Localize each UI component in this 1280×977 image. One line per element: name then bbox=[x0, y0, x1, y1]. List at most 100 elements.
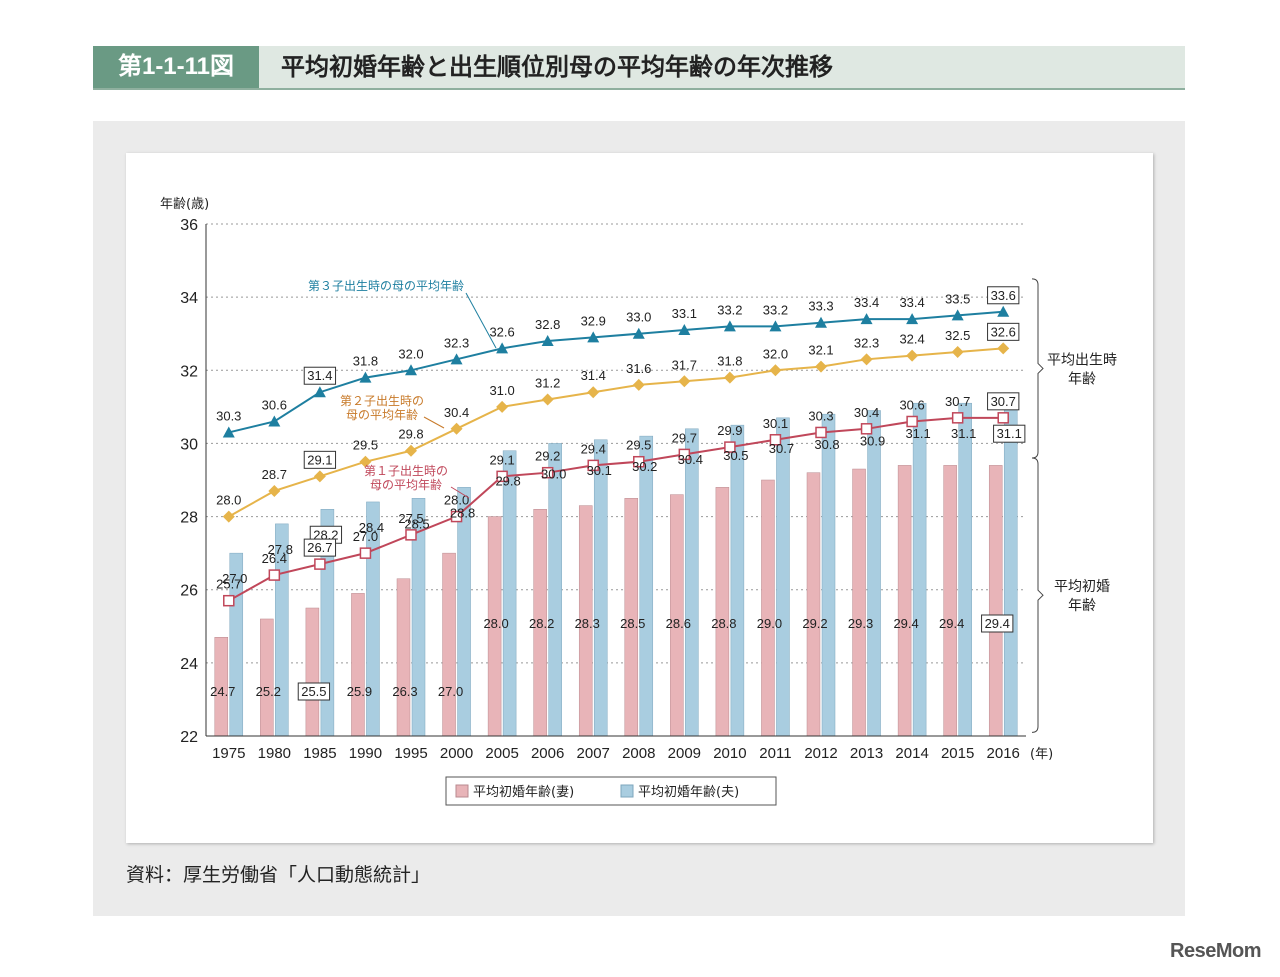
label-line-2: 31.0 bbox=[489, 383, 514, 398]
x-tick-label: 2009 bbox=[668, 745, 701, 762]
label-box bbox=[303, 450, 337, 469]
x-tick-label: 2013 bbox=[850, 745, 883, 762]
annotation-leader bbox=[450, 486, 470, 499]
label-line-1: 29.5 bbox=[626, 438, 651, 453]
label-line-1: 29.9 bbox=[717, 423, 742, 438]
bracket-label: 平均出生時 bbox=[1047, 352, 1117, 368]
bar-husband bbox=[958, 402, 972, 737]
label-line-2: 29.5 bbox=[353, 438, 378, 453]
x-axis-unit: (年) bbox=[1030, 747, 1053, 762]
legend-box bbox=[445, 776, 777, 806]
bar-husband bbox=[821, 413, 836, 737]
label-husband: 29.8 bbox=[495, 474, 520, 489]
bar-husband bbox=[912, 402, 927, 737]
bar-wife bbox=[260, 618, 274, 737]
label-line-1: 29.2 bbox=[535, 449, 560, 464]
label-husband: 28.2 bbox=[313, 527, 338, 542]
x-tick-label: 2010 bbox=[713, 745, 746, 762]
label-line-1: 30.1 bbox=[763, 416, 788, 431]
label-husband: 28.5 bbox=[404, 516, 429, 531]
marker-first bbox=[678, 448, 691, 461]
marker-third bbox=[587, 331, 600, 343]
label-line-2: 32.6 bbox=[991, 324, 1016, 339]
label-husband: 30.5 bbox=[723, 448, 748, 463]
x-tick-label: 2007 bbox=[577, 745, 610, 762]
label-box bbox=[987, 392, 1020, 411]
label-line-3: 33.1 bbox=[672, 306, 697, 321]
marker-third bbox=[405, 364, 417, 376]
label-line-3: 33.3 bbox=[808, 299, 833, 314]
bar-wife bbox=[715, 487, 730, 737]
bar-wife bbox=[988, 465, 1003, 737]
label-wife: 28.0 bbox=[483, 616, 508, 631]
chart: 24.7 25.2 25.5 25.9 26.3 27.0 28.0 28.2 28.3 28.5… bbox=[160, 197, 1117, 806]
x-tick-label: 2014 bbox=[895, 745, 928, 762]
label-line-2: 28.0 bbox=[216, 493, 241, 508]
figure-title: 平均初婚年齢と出生順位別母の平均年齢の年次推移 bbox=[281, 53, 833, 81]
bar-husband bbox=[867, 410, 881, 737]
label-line-2: 31.7 bbox=[672, 357, 697, 372]
y-tick-label: 22 bbox=[180, 729, 198, 746]
marker-second bbox=[450, 422, 463, 435]
label-line-3: 33.4 bbox=[899, 295, 924, 310]
label-wife: 28.2 bbox=[529, 616, 554, 631]
label-husband: 28.8 bbox=[450, 505, 475, 520]
marker-second bbox=[587, 386, 600, 399]
y-tick-label: 32 bbox=[180, 363, 198, 380]
x-tick-label: 2011 bbox=[759, 745, 791, 762]
label-wife: 26.3 bbox=[392, 684, 417, 699]
label-wife: 29.4 bbox=[893, 616, 918, 631]
label-husband: 28.4 bbox=[359, 520, 384, 535]
label-line-1: 27.5 bbox=[398, 511, 423, 526]
bracket bbox=[1031, 457, 1044, 733]
marker-first bbox=[633, 455, 645, 468]
x-tick-label: 2006 bbox=[531, 745, 564, 762]
marker-second bbox=[222, 510, 235, 523]
x-tick-label: 2015 bbox=[941, 745, 974, 762]
bar-husband bbox=[593, 439, 608, 737]
marker-first bbox=[860, 423, 873, 435]
marker-first bbox=[997, 412, 1009, 424]
marker-third bbox=[815, 316, 827, 328]
x-tick-label: 2016 bbox=[987, 745, 1020, 762]
y-axis-title: 年齢(歳) bbox=[160, 197, 209, 212]
label-line-2: 29.1 bbox=[307, 452, 332, 467]
marker-third bbox=[769, 320, 782, 332]
y-tick-label: 24 bbox=[180, 656, 198, 673]
marker-first bbox=[724, 441, 736, 453]
marker-third bbox=[450, 353, 463, 365]
marker-second bbox=[268, 484, 281, 497]
label-husband: 31.1 bbox=[905, 426, 930, 441]
marker-first bbox=[906, 415, 918, 428]
line-series-1 bbox=[228, 416, 1004, 602]
label-line-3: 33.4 bbox=[854, 295, 879, 310]
label-husband: 30.4 bbox=[678, 452, 703, 467]
marker-second bbox=[678, 375, 691, 388]
label-wife: 25.5 bbox=[301, 684, 326, 699]
x-tick-label: 1985 bbox=[303, 745, 336, 762]
label-line-3: 32.6 bbox=[489, 324, 514, 339]
label-line-3: 33.2 bbox=[763, 302, 788, 317]
label-line-3: 30.6 bbox=[262, 397, 287, 412]
label-line-3: 32.8 bbox=[535, 317, 560, 332]
x-tick-label: 1990 bbox=[349, 745, 382, 762]
bar-wife bbox=[351, 593, 365, 737]
label-line-2: 31.4 bbox=[581, 368, 606, 383]
label-line-2: 31.8 bbox=[717, 354, 742, 369]
line-series-3 bbox=[228, 310, 1004, 434]
label-wife: 29.4 bbox=[985, 616, 1010, 631]
marker-second bbox=[769, 364, 782, 377]
marker-third bbox=[496, 342, 509, 354]
bracket-label: 年齢 bbox=[1068, 371, 1096, 387]
label-line-1: 30.3 bbox=[808, 408, 833, 423]
label-line-2: 29.8 bbox=[398, 427, 423, 442]
y-tick-label: 26 bbox=[180, 583, 198, 600]
label-line-2: 32.0 bbox=[763, 346, 788, 361]
label-wife: 28.6 bbox=[666, 616, 691, 631]
label-wife: 28.5 bbox=[620, 616, 645, 631]
marker-third bbox=[860, 313, 873, 325]
label-box bbox=[981, 614, 1014, 633]
label-line-3: 33.0 bbox=[626, 310, 651, 325]
label-box bbox=[297, 682, 331, 701]
x-tick-label: 2005 bbox=[485, 745, 518, 762]
